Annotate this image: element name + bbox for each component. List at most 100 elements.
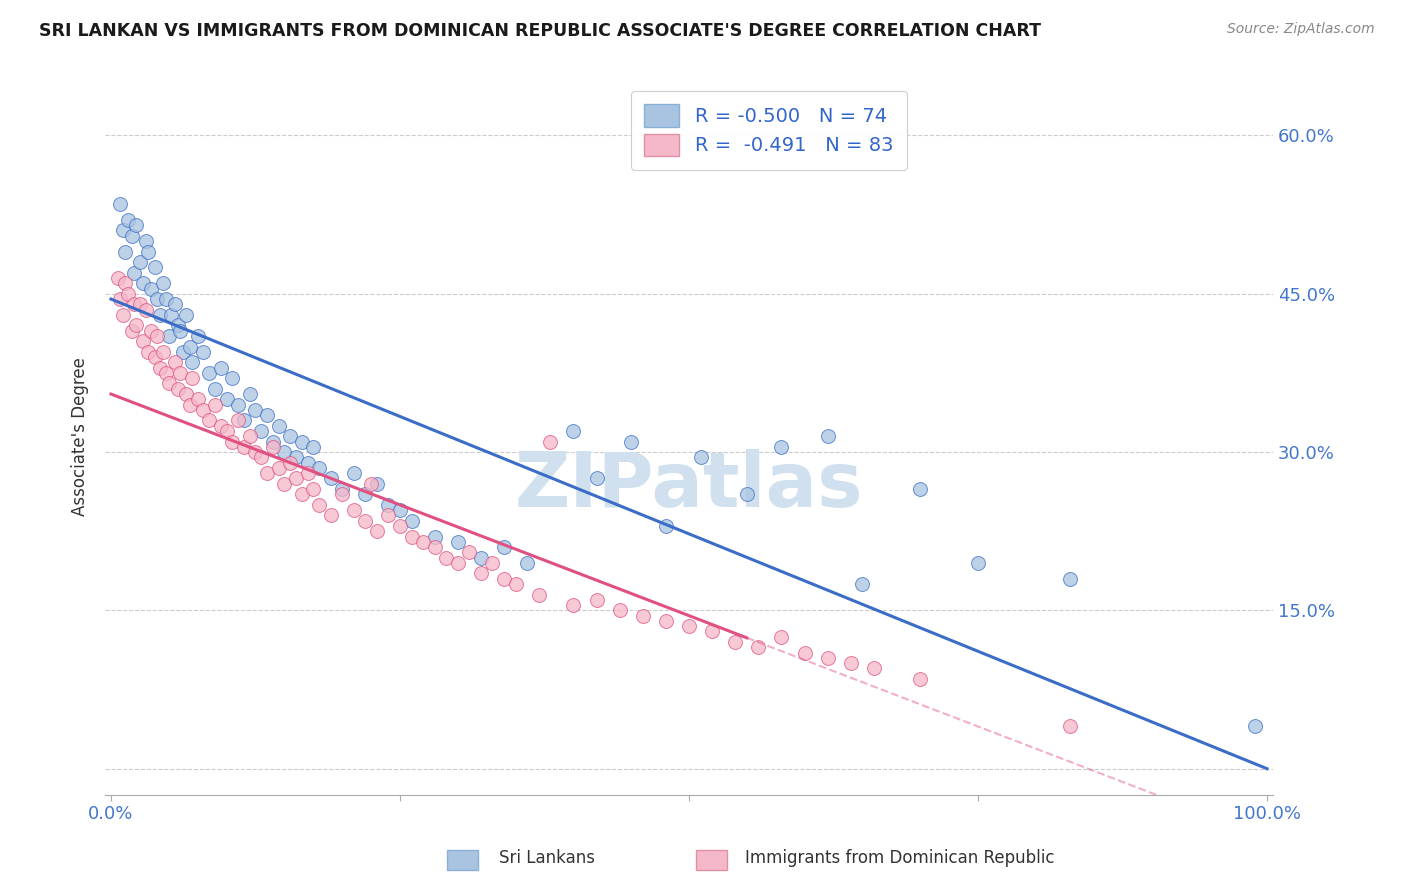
Point [226, 398, 249, 412]
Point [167, 318, 190, 333]
Point [143, 260, 166, 275]
Point [377, 498, 399, 512]
Point [284, 471, 307, 485]
Point [267, 418, 290, 433]
Point [492, 540, 515, 554]
Point [908, 672, 931, 686]
Point [141, 281, 163, 295]
Point [157, 376, 180, 391]
Point [562, 424, 585, 438]
Point [193, 344, 215, 359]
Point [297, 456, 319, 470]
Text: ZIPatlas: ZIPatlas [515, 450, 863, 524]
Point [319, 471, 342, 485]
Point [221, 434, 243, 449]
Point [187, 392, 209, 407]
Point [143, 350, 166, 364]
Point [239, 387, 262, 401]
Point [136, 344, 159, 359]
Point [770, 440, 793, 454]
Point [609, 603, 631, 617]
Point [817, 651, 839, 665]
Point [111, 308, 134, 322]
Point [155, 366, 177, 380]
Point [1059, 572, 1081, 586]
Point [273, 476, 295, 491]
Point [110, 292, 132, 306]
Point [447, 556, 470, 570]
Point [284, 450, 307, 465]
Point [110, 197, 132, 211]
Text: Immigrants from Dominican Republic: Immigrants from Dominican Republic [745, 849, 1054, 867]
Point [152, 344, 174, 359]
Point [354, 487, 377, 501]
Point [245, 402, 267, 417]
Point [187, 329, 209, 343]
Point [377, 508, 399, 523]
Point [330, 482, 353, 496]
Point [278, 429, 301, 443]
Point [128, 297, 150, 311]
Point [146, 329, 169, 343]
Point [817, 429, 839, 443]
Point [302, 440, 325, 454]
Point [169, 324, 191, 338]
Point [232, 440, 254, 454]
Point [388, 519, 411, 533]
Point [492, 572, 515, 586]
Point [174, 387, 197, 401]
Point [193, 402, 215, 417]
Point [262, 440, 284, 454]
Point [114, 277, 136, 291]
Point [250, 450, 273, 465]
Point [360, 476, 382, 491]
Point [167, 382, 190, 396]
Point [851, 577, 873, 591]
Point [204, 382, 226, 396]
Point [423, 529, 446, 543]
Point [209, 418, 232, 433]
Point [160, 308, 183, 322]
Point [401, 529, 423, 543]
Point [689, 450, 711, 465]
Point [198, 413, 221, 427]
Point [273, 445, 295, 459]
Point [434, 550, 457, 565]
Point [209, 360, 232, 375]
Point [447, 534, 470, 549]
Point [401, 514, 423, 528]
Point [148, 360, 170, 375]
Point [700, 624, 723, 639]
Point [132, 334, 155, 349]
Point [169, 366, 191, 380]
Point [226, 413, 249, 427]
Point [278, 456, 301, 470]
Point [198, 366, 221, 380]
Point [291, 487, 314, 501]
Point [121, 228, 143, 243]
Point [516, 556, 538, 570]
Point [354, 514, 377, 528]
Point [388, 503, 411, 517]
Y-axis label: Associate's Degree: Associate's Degree [72, 357, 89, 516]
Point [250, 424, 273, 438]
Point [163, 355, 186, 369]
Point [132, 277, 155, 291]
Point [122, 297, 145, 311]
Point [631, 608, 654, 623]
Point [256, 408, 278, 422]
Point [319, 508, 342, 523]
Point [204, 398, 226, 412]
Point [157, 329, 180, 343]
Point [117, 286, 139, 301]
Point [179, 398, 201, 412]
Point [107, 271, 129, 285]
Point [302, 482, 325, 496]
Point [470, 550, 492, 565]
Point [128, 255, 150, 269]
Point [1059, 719, 1081, 733]
Point [655, 519, 678, 533]
Point [1244, 719, 1267, 733]
Point [136, 244, 159, 259]
Point [620, 434, 643, 449]
